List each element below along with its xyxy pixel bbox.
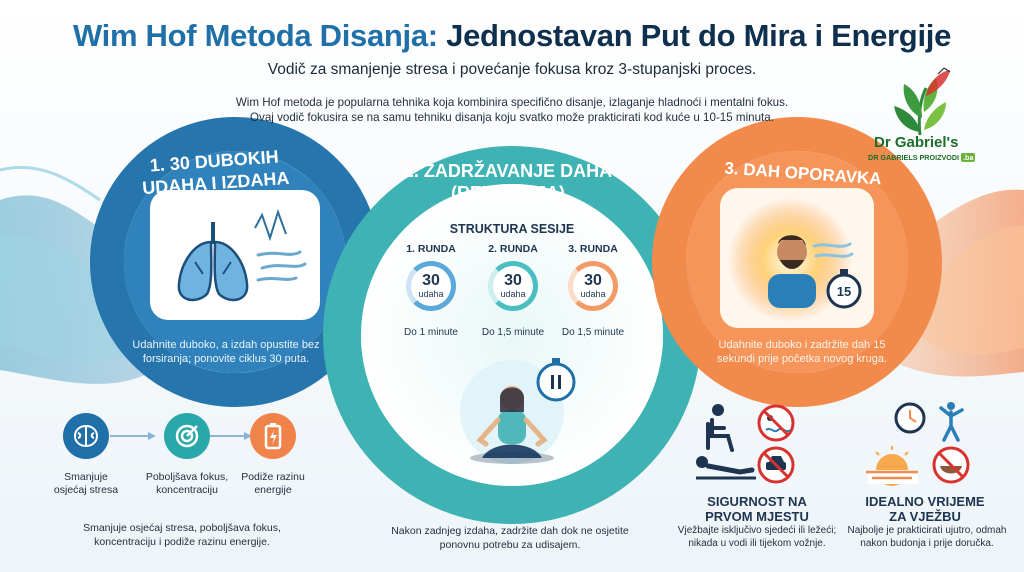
- page-title: Wim Hof Metoda Disanja: Jednostavan Put …: [0, 18, 1024, 54]
- benefits-summary-line1: Smanjuje osjećaj stresa, poboljšava foku…: [83, 522, 281, 534]
- round-1-ring: 30 udaha: [406, 261, 456, 311]
- ideal-time-title-line1: IDEALNO VRIJEME: [865, 494, 985, 509]
- ideal-time-desc-line2: nakon budonja i prije doručka.: [860, 538, 994, 549]
- step2-title: 2. ZADRŽAVANJE DAHA (RETENCIJA): [392, 160, 624, 204]
- round-3-unit: udaha: [580, 288, 606, 299]
- round-3-count: 30: [584, 271, 602, 289]
- page-subtitle: Vodič za smanjenje stresa i povećanje fo…: [267, 61, 757, 78]
- benefit-energy: Podiže razinu energije: [228, 413, 318, 497]
- title-part2: Jednostavan Put do Mira i Energije: [446, 18, 952, 53]
- round-2-count: 30: [504, 271, 522, 289]
- step2-description: Nakon zadnjeg izdaha, zadržite dah dok n…: [391, 525, 629, 551]
- safety-title-line1: SIGURNOST NA: [707, 494, 807, 509]
- intro-text: Wim Hof metoda je popularna tehnika koja…: [172, 95, 852, 125]
- intro-line1: Wim Hof metoda je popularna tehnika koja…: [235, 96, 789, 109]
- recovery-timer-icon: 15: [830, 281, 858, 301]
- title-part1: Wim Hof Metoda Disanja:: [72, 18, 438, 53]
- round-3: 3. RUNDA 30 udaha Do 1,5 minute: [558, 243, 628, 338]
- benefit-focus-line1: Poboljšava fokus,: [145, 471, 229, 483]
- benefit-energy-line2: energije: [254, 484, 292, 496]
- ideal-time-icons: [866, 402, 970, 486]
- ideal-time-description: Najbolje je prakticirati ujutro, odmah n…: [842, 524, 1012, 550]
- brain-icon: [63, 413, 109, 459]
- round-1-label: 1. RUNDA: [406, 243, 456, 255]
- logo-brand: Dr Gabriel's: [874, 134, 959, 151]
- recovery-breath-icon: [768, 235, 854, 308]
- benefits-summary-line2: koncentraciju i podiže razinu energije.: [94, 536, 270, 548]
- session-structure-title: STRUKTURA SESIJE: [449, 222, 575, 236]
- lungs-icon: [177, 222, 249, 302]
- round-1: 1. RUNDA 30 udaha Do 1 minute: [396, 243, 466, 338]
- benefit-focus-line2: koncentraciju: [156, 484, 218, 496]
- round-2: 2. RUNDA 30 udaha Do 1,5 minute: [478, 243, 548, 338]
- round-3-label: 3. RUNDA: [568, 243, 618, 255]
- benefit-focus: Poboljšava fokus, koncentraciju: [142, 413, 232, 497]
- ideal-time-title: IDEALNO VRIJEME ZA VJEŽBU: [850, 494, 1000, 524]
- round-2-time: Do 1,5 minute: [481, 327, 545, 338]
- brand-logo: Dr Gabriel's DR GABRIELS PROIZVODI .ba: [868, 64, 986, 174]
- round-1-unit: udaha: [418, 288, 444, 299]
- safety-title: SIGURNOST NA PRVOM MJESTU: [682, 494, 832, 524]
- ideal-time-desc-line1: Najbolje je prakticirati ujutro, odmah: [847, 525, 1007, 536]
- round-2-unit: udaha: [500, 288, 526, 299]
- safety-title-line2: PRVOM MJESTU: [705, 509, 809, 524]
- safety-description: Vježbajte isključivo sjedeći ili ležeći;…: [662, 524, 852, 550]
- round-2-label: 2. RUNDA: [488, 243, 538, 255]
- safety-desc-line1: Vježbajte isključivo sjedeći ili ležeći;: [677, 525, 837, 536]
- target-icon: [164, 413, 210, 459]
- logo-sub-text: DR GABRIELS PROIZVODI: [868, 153, 960, 162]
- benefit-focus-label: Poboljšava fokus, koncentraciju: [142, 471, 232, 497]
- benefit-stress-line1: Smanjuje: [64, 471, 108, 483]
- step3-description: Udahnite duboko i zadržite dah 15 sekund…: [717, 339, 887, 365]
- benefit-energy-label: Podiže razinu energije: [228, 471, 318, 497]
- safety-icons: [696, 404, 795, 484]
- step2-title-line1: 2. ZADRŽAVANJE DAHA: [403, 161, 613, 181]
- benefit-stress-label: Smanjuje osjećaj stresa: [41, 471, 131, 497]
- round-1-count: 30: [422, 271, 440, 289]
- benefit-stress: Smanjuje osjećaj stresa: [41, 413, 131, 497]
- step2-title-line2: (RETENCIJA): [450, 183, 565, 203]
- logo-leaf-icon: [894, 67, 951, 136]
- safety-desc-line2: nikada u vodi ili tijekom vožnje.: [688, 538, 826, 549]
- ideal-time-title-line2: ZA VJEŽBU: [889, 509, 961, 524]
- intro-line2: Ovaj vodič fokusira se na samu tehniku d…: [250, 111, 774, 124]
- round-3-time: Do 1,5 minute: [561, 327, 625, 338]
- logo-sub: DR GABRIELS PROIZVODI .ba: [868, 153, 976, 162]
- recovery-timer-value: 15: [836, 283, 852, 299]
- battery-icon: [250, 413, 296, 459]
- benefits-summary: Smanjuje osjećaj stresa, poboljšava foku…: [62, 521, 302, 549]
- round-1-time: Do 1 minute: [404, 327, 458, 338]
- round-2-ring: 30 udaha: [488, 261, 538, 311]
- logo-tld: .ba: [961, 153, 976, 162]
- benefit-energy-line1: Podiže razinu: [241, 471, 305, 483]
- step1-description: Udahnite duboko, a izdah opustite bez fo…: [132, 339, 320, 365]
- benefit-stress-line2: osjećaj stresa: [53, 484, 119, 496]
- round-3-ring: 30 udaha: [568, 261, 618, 311]
